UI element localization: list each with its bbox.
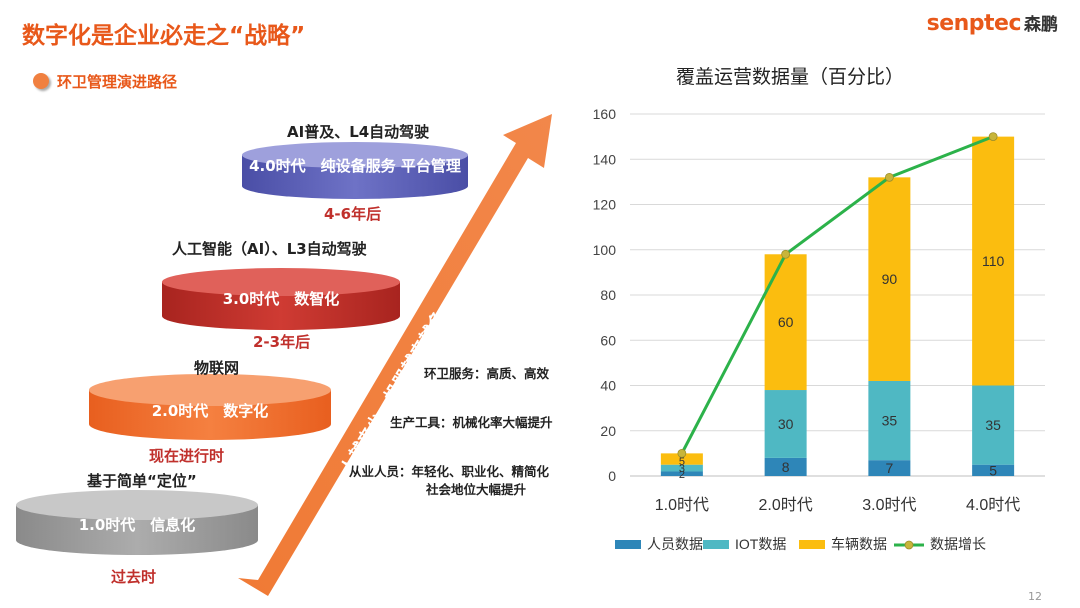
- data-label: 90: [882, 271, 898, 287]
- data-label: 30: [778, 416, 794, 432]
- note-staff-line1: 从业人员：年轻化、职业化、精简化: [349, 464, 550, 479]
- y-tick-label: 0: [608, 468, 616, 484]
- stage-2-time: 现在进行时: [149, 447, 225, 465]
- stage-3-label: 3.0时代 数智化: [222, 290, 340, 308]
- data-label: 60: [778, 314, 794, 330]
- logo-brand: senptec: [926, 11, 1022, 36]
- bullet-icon: [33, 73, 49, 89]
- cylinder-stage-2: [89, 374, 331, 440]
- stage-1-label: 1.0时代 信息化: [78, 516, 196, 534]
- y-tick-label: 140: [593, 151, 617, 167]
- stage-1-caption: 基于简单“定位”: [87, 472, 197, 490]
- x-tick-label: 2.0时代: [759, 496, 813, 514]
- y-tick-label: 160: [593, 106, 617, 122]
- y-tick-label: 100: [593, 242, 617, 258]
- stage-3-caption: 人工智能（AI）、L3自动驾驶: [172, 240, 367, 258]
- data-label: 5: [679, 456, 685, 468]
- note-staff-line2: 社会地位大幅提升: [426, 482, 527, 497]
- note-tools: 生产工具：机械化率大幅提升: [390, 415, 553, 430]
- bar-segment: [660, 453, 703, 465]
- y-tick-label: 20: [600, 423, 616, 439]
- legend-swatch: [615, 540, 641, 549]
- bar-segment: [660, 464, 703, 472]
- bar-segment: [660, 471, 703, 476]
- page-title: 数字化是企业必走之“战略”: [22, 23, 306, 49]
- cylinder-stage-1: [16, 490, 258, 555]
- data-label: 35: [985, 417, 1001, 433]
- data-label: 5: [989, 462, 997, 478]
- y-tick-label: 60: [600, 332, 616, 348]
- stage-1-time: 过去时: [111, 568, 157, 586]
- legend-swatch: [703, 540, 729, 549]
- logo: senptec 森鹏: [927, 10, 1058, 36]
- bar-segment: [972, 136, 1015, 386]
- page-number: 12: [1028, 590, 1042, 603]
- growth-line: [680, 135, 994, 455]
- bar-segment: [764, 457, 807, 476]
- line-point: [988, 132, 998, 142]
- bar-segment: [868, 380, 911, 461]
- legend-label: 数据增长: [930, 536, 986, 552]
- legend-label: 人员数据: [647, 536, 703, 552]
- line-point: [781, 249, 791, 259]
- bar-segment: [972, 385, 1015, 465]
- data-label: 35: [882, 413, 898, 429]
- line-point: [884, 172, 894, 182]
- stage-4-time: 4-6年后: [324, 205, 382, 223]
- bar-segment: [868, 460, 911, 476]
- stage-2-caption: 物联网: [194, 359, 240, 377]
- stage-4-caption: AI普及、L4自动驾驶: [287, 123, 430, 141]
- arrow-text: 人越来少，机器越来越多: [336, 307, 449, 478]
- note-service: 环卫服务：高质、高效: [424, 366, 550, 381]
- cylinder-stage-4: [242, 142, 468, 199]
- stage-3-time: 2-3年后: [253, 333, 311, 351]
- legend-label: 车辆数据: [831, 536, 887, 552]
- y-tick-label: 80: [600, 287, 616, 303]
- cylinder-stage-3: [162, 268, 400, 330]
- section-subtitle: 环卫管理演进路径: [57, 73, 178, 91]
- bar-segment: [764, 390, 807, 458]
- line-point: [677, 448, 687, 458]
- chart-title: 覆盖运营数据量（百分比）: [676, 66, 905, 88]
- stage-2-label: 2.0时代 数字化: [151, 402, 269, 420]
- data-label: 110: [982, 253, 1005, 269]
- data-label: 3: [679, 463, 685, 475]
- legend-label: IOT数据: [735, 536, 786, 552]
- stage-4-label: 4.0时代 纯设备服务 平台管理: [249, 157, 461, 175]
- bar-segment: [868, 177, 911, 381]
- data-label: 7: [885, 460, 893, 476]
- logo-cn: 森鹏: [1024, 15, 1058, 35]
- bar-segment: [764, 254, 807, 391]
- x-tick-label: 3.0时代: [862, 496, 916, 514]
- legend-marker: [904, 540, 914, 550]
- y-tick-label: 40: [600, 378, 616, 394]
- data-label: 2: [679, 469, 685, 481]
- legend-swatch: [799, 540, 825, 549]
- growth-arrow: [238, 114, 552, 596]
- data-label: 8: [782, 459, 790, 475]
- x-tick-label: 1.0时代: [655, 496, 709, 514]
- stacked-bar-chart: 0204060801001201401602351.0时代830602.0时代7…: [593, 106, 1045, 552]
- note-staff: 从业人员：年轻化、职业化、精简化 社会地位大幅提升: [349, 463, 549, 499]
- evolution-graphic: 人越来少，机器越来越多: [16, 114, 552, 596]
- x-tick-label: 4.0时代: [966, 496, 1020, 514]
- y-tick-label: 120: [593, 197, 617, 213]
- bar-segment: [972, 464, 1015, 476]
